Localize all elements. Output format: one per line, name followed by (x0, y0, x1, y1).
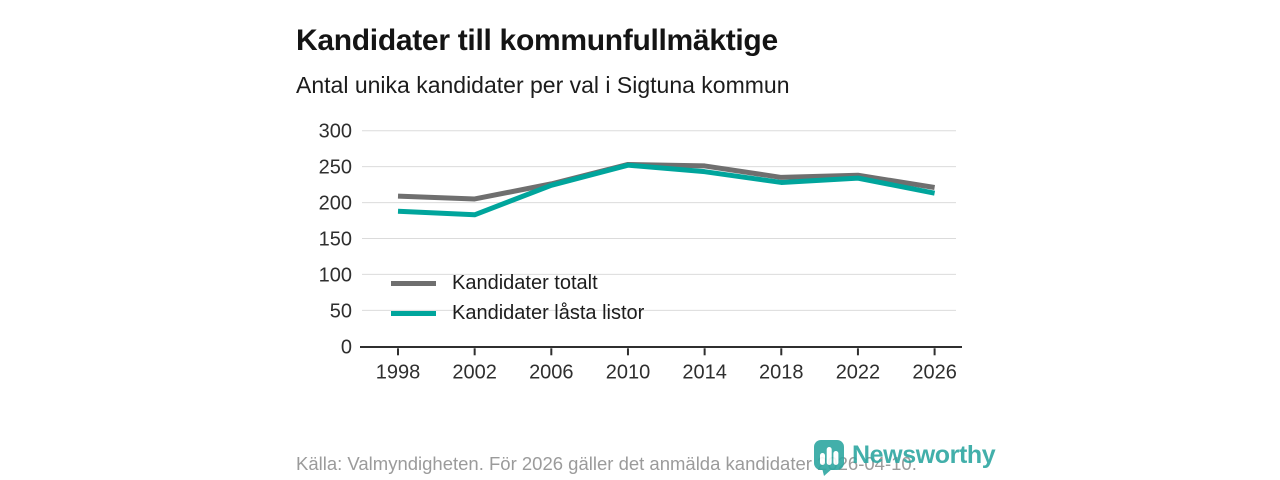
svg-text:300: 300 (319, 121, 352, 143)
svg-text:50: 50 (330, 300, 352, 322)
svg-text:0: 0 (341, 336, 352, 358)
legend-label-total: Kandidater totalt (452, 271, 598, 294)
legend-swatch-locked (391, 310, 436, 316)
legend-swatch-total (391, 280, 436, 286)
svg-text:250: 250 (319, 157, 352, 179)
svg-text:2018: 2018 (759, 361, 804, 383)
svg-text:2022: 2022 (836, 361, 881, 383)
svg-text:2010: 2010 (606, 361, 651, 383)
series-line-1 (397, 162, 936, 218)
legend-label-locked: Kandidater låsta listor (452, 301, 645, 324)
chart-legend: Kandidater totalt Kandidater låsta listo… (391, 268, 644, 328)
svg-text:2002: 2002 (452, 361, 497, 383)
newsworthy-logo-icon (814, 440, 844, 476)
svg-text:2026: 2026 (912, 361, 957, 383)
svg-text:2006: 2006 (529, 361, 574, 383)
source-note: Källa: Valmyndigheten. För 2026 gäller d… (296, 453, 917, 474)
newsworthy-wordmark: Newsworthy (852, 441, 996, 469)
chart-subtitle: Antal unika kandidater per val i Sigtuna… (296, 72, 790, 98)
svg-text:100: 100 (319, 264, 352, 286)
newsworthy-logo: Newsworthy (812, 438, 996, 476)
page-title: Kandidater till kommunfullmäktige (296, 24, 778, 58)
svg-text:150: 150 (319, 229, 352, 251)
svg-text:1998: 1998 (376, 361, 421, 383)
series-line-0 (397, 161, 935, 202)
svg-text:200: 200 (319, 193, 352, 215)
svg-text:2014: 2014 (682, 361, 727, 383)
legend-item-locked: Kandidater låsta listor (391, 298, 644, 328)
legend-item-total: Kandidater totalt (391, 268, 644, 298)
